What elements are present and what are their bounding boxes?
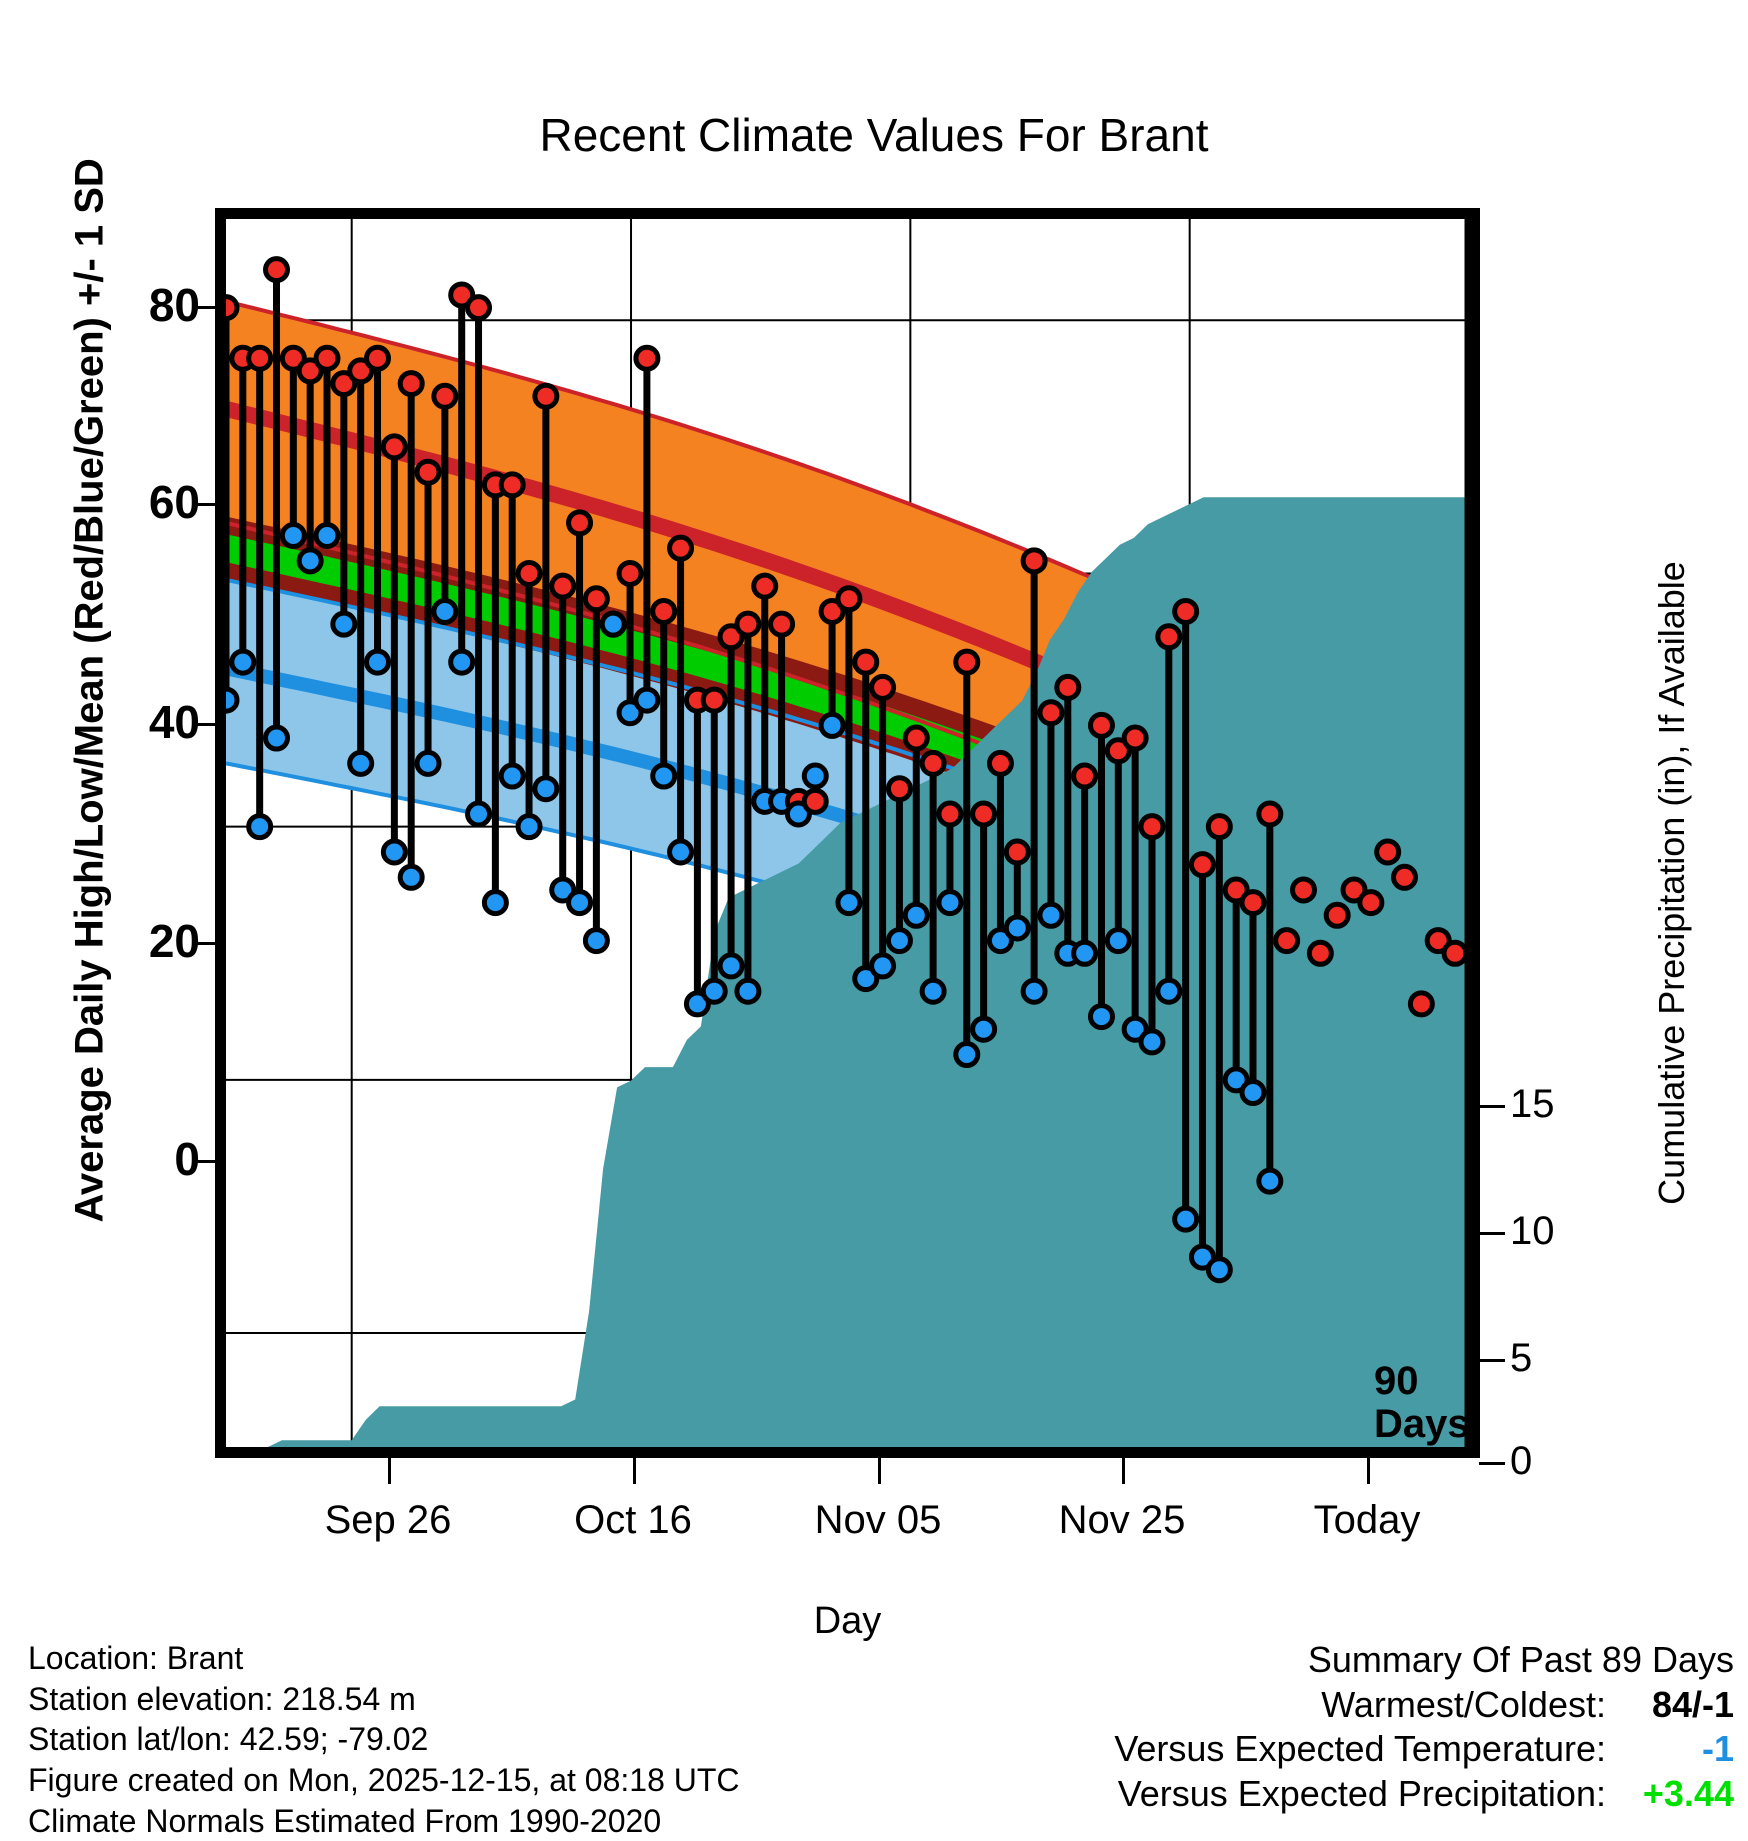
x-tick-sep-26: Sep 26 — [258, 1500, 518, 1540]
x-tick-nov-05: Nov 05 — [748, 1500, 1008, 1540]
y-tickmark-right-0 — [1479, 1462, 1505, 1465]
climate-plot-svg — [226, 219, 1469, 1447]
x-tickmark-nov-25 — [1122, 1458, 1125, 1484]
x-tickmark-sep-26 — [388, 1458, 391, 1484]
summary-warmest-coldest-label: Warmest/Coldest: — [1321, 1684, 1606, 1725]
station-elevation: Station elevation: 218.54 m — [28, 1679, 740, 1720]
summary-versus-temp-label: Versus Expected Temperature: — [1114, 1728, 1606, 1769]
x-tick-nov-25: Nov 25 — [992, 1500, 1252, 1540]
station-info-block: Location: Brant Station elevation: 218.5… — [28, 1638, 740, 1841]
days-annotation-unit: Days — [1374, 1403, 1470, 1446]
y-tickmark-right-15 — [1479, 1105, 1505, 1108]
y-tickmark-left-60 — [192, 503, 216, 506]
y-tick-right-10: 10 — [1510, 1211, 1670, 1251]
y-tick-right-15: 15 — [1510, 1084, 1670, 1124]
days-annotation-number: 90 — [1374, 1360, 1470, 1403]
summary-warmest-coldest-row: Warmest/Coldest: 84/-1 — [1114, 1683, 1734, 1728]
y-tickmark-left-0 — [192, 1160, 216, 1163]
y-tick-left-20: 20 — [40, 918, 200, 964]
summary-versus-pcp-value: +3.44 — [1616, 1772, 1734, 1817]
x-axis-label: Day — [215, 1600, 1480, 1643]
summary-block: Summary Of Past 89 Days Warmest/Coldest:… — [1114, 1638, 1734, 1817]
y-tickmark-left-20 — [192, 942, 216, 945]
y-tick-left-0: 0 — [40, 1136, 200, 1182]
y-tick-right-0: 0 — [1510, 1441, 1670, 1481]
y-tick-left-80: 80 — [40, 282, 200, 328]
summary-heading: Summary Of Past 89 Days — [1114, 1638, 1734, 1683]
y-tick-right-5: 5 — [1510, 1338, 1670, 1378]
days-annotation: 90 Days — [1374, 1360, 1470, 1446]
y-tickmark-right-10 — [1479, 1232, 1505, 1235]
climate-normals-period: Climate Normals Estimated From 1990-2020 — [28, 1801, 740, 1841]
x-tickmark-today — [1367, 1458, 1370, 1484]
x-tickmark-nov-05 — [878, 1458, 881, 1484]
figure-created: Figure created on Mon, 2025-12-15, at 08… — [28, 1760, 740, 1801]
y-tickmark-left-40 — [192, 723, 216, 726]
y-tickmark-right-5 — [1479, 1359, 1505, 1362]
plot-area[interactable] — [215, 208, 1480, 1458]
summary-versus-pcp-label: Versus Expected Precipitation: — [1118, 1773, 1606, 1814]
x-tick-today: Today — [1237, 1500, 1497, 1540]
summary-versus-temp-row: Versus Expected Temperature: -1 — [1114, 1727, 1734, 1772]
station-location: Location: Brant — [28, 1638, 740, 1679]
x-tickmark-oct-16 — [633, 1458, 636, 1484]
y-tickmark-left-80 — [192, 306, 216, 309]
page-title: Recent Climate Values For Brant — [0, 108, 1748, 162]
summary-versus-temp-value: -1 — [1616, 1727, 1734, 1772]
y-tick-left-60: 60 — [40, 479, 200, 525]
station-latlon: Station lat/lon: 42.59; -79.02 — [28, 1719, 740, 1760]
summary-warmest-coldest-value: 84/-1 — [1616, 1683, 1734, 1728]
x-tick-oct-16: Oct 16 — [503, 1500, 763, 1540]
y-tick-left-40: 40 — [40, 699, 200, 745]
summary-versus-pcp-row: Versus Expected Precipitation: +3.44 — [1114, 1772, 1734, 1817]
